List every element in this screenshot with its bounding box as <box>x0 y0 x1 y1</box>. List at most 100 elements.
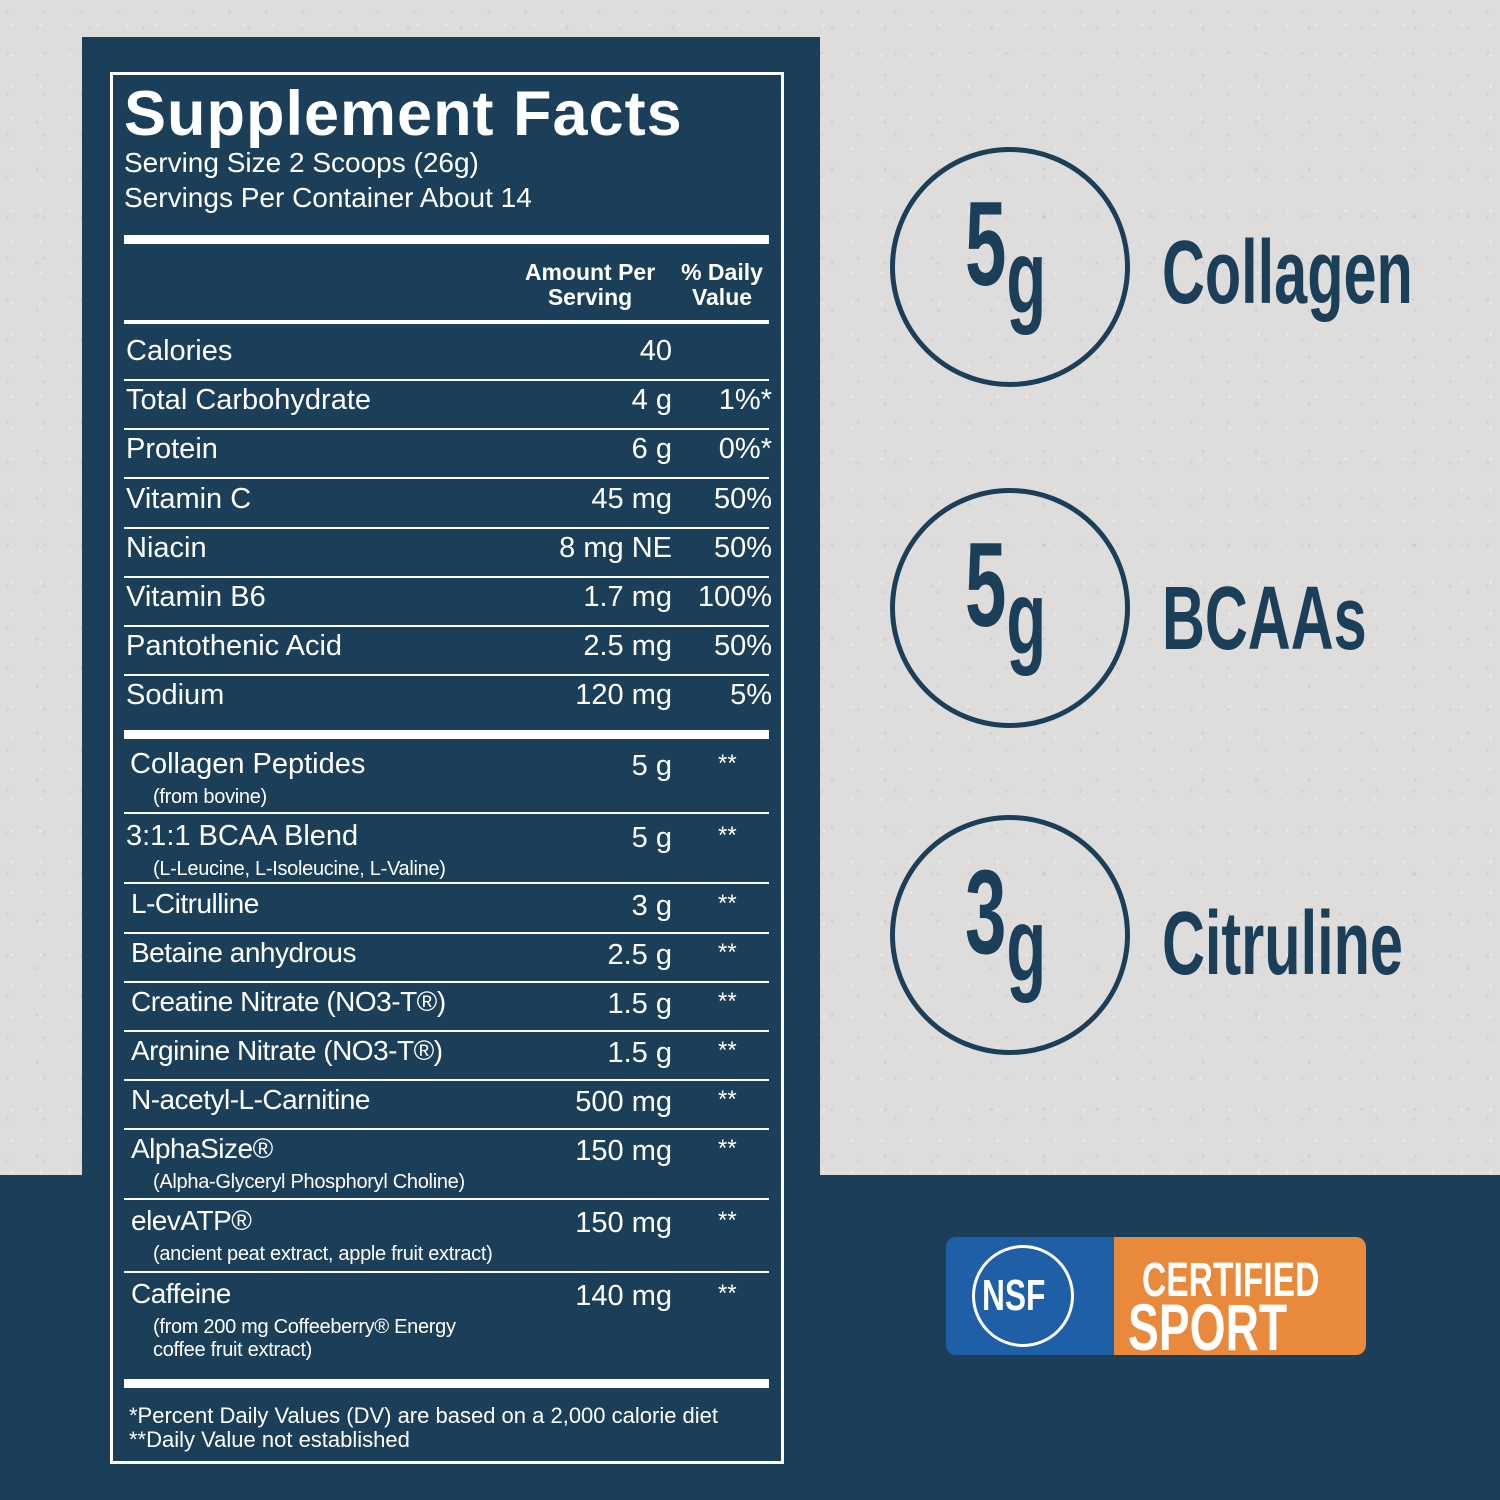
nutrient-daily-value: 5% <box>730 679 772 711</box>
row-divider <box>124 981 769 983</box>
nsf-logo-text: NSF <box>982 1271 1046 1320</box>
serving-size: Serving Size 2 Scoops (26g) <box>124 147 479 178</box>
ingredient-name: elevATP® <box>131 1205 252 1236</box>
facts-title: Supplement Facts <box>124 79 683 149</box>
bcaa-label: BCAAs <box>1162 569 1367 669</box>
row-divider <box>124 882 769 884</box>
thick-divider-2 <box>124 730 769 739</box>
ingredient-source: (L-Leucine, L-Isoleucine, L-Valine) <box>153 858 446 880</box>
nutrient-amount: 120 mg <box>575 679 672 711</box>
nsf-logo-panel: NSF <box>946 1237 1114 1355</box>
header-amount: Amount Per Serving <box>524 259 656 310</box>
ingredient-daily-value: ** <box>718 890 737 917</box>
row-divider <box>124 812 769 814</box>
ingredient-daily-value: ** <box>718 1037 737 1064</box>
ingredient-name: Collagen Peptides <box>130 748 366 780</box>
nutrient-name: Calories <box>126 335 233 367</box>
collagen-amount: 5g <box>965 177 1047 336</box>
ingredient-source: (from bovine) <box>153 786 267 808</box>
sport-text: SPORT <box>1128 1290 1288 1355</box>
nutrient-amount: 6 g <box>631 433 672 465</box>
ingredient-daily-value: ** <box>718 1086 737 1113</box>
supplement-facts-panel <box>82 37 820 1500</box>
header-divider <box>124 320 769 324</box>
nutrient-amount: 4 g <box>631 384 672 416</box>
footnote-not-established: **Daily Value not established <box>129 1427 410 1452</box>
ingredient-amount: 500 mg <box>575 1086 672 1118</box>
row-divider <box>124 379 769 381</box>
nutrient-daily-value: 1%* <box>718 384 772 416</box>
certified-sport-panel <box>1114 1237 1366 1355</box>
row-divider <box>124 527 769 529</box>
bcaa-amount: 5g <box>965 518 1047 677</box>
ingredient-amount: 1.5 g <box>607 988 673 1020</box>
row-divider <box>124 625 769 627</box>
ingredient-daily-value: ** <box>718 750 737 777</box>
ingredient-name: Creatine Nitrate (NO3-T®) <box>131 986 446 1017</box>
nutrient-name: Vitamin B6 <box>126 581 266 613</box>
ingredient-daily-value: ** <box>718 988 737 1015</box>
ingredient-amount: 3 g <box>631 890 672 922</box>
nutrient-amount: 2.5 mg <box>583 630 672 662</box>
nutrient-amount: 8 mg NE <box>559 532 672 564</box>
ingredient-name: N-acetyl-L-Carnitine <box>131 1084 370 1115</box>
footnote-dv: *Percent Daily Values (DV) are based on … <box>129 1403 719 1428</box>
nutrient-name: Pantothenic Acid <box>126 630 343 662</box>
row-divider <box>124 1271 769 1273</box>
nsf-certified-sport-badge: NSF CERTIFIED SPORT <box>946 1237 1366 1355</box>
citruline-label: Citruline <box>1162 894 1403 994</box>
ingredient-source: (ancient peat extract, apple fruit extra… <box>153 1243 493 1265</box>
ingredient-amount: 150 mg <box>575 1135 672 1167</box>
thick-divider <box>124 235 769 244</box>
row-divider <box>124 576 769 578</box>
row-divider <box>124 674 769 676</box>
row-divider <box>124 1030 769 1032</box>
ingredient-name: Betaine anhydrous <box>131 937 357 968</box>
ingredient-name: L-Citrulline <box>131 888 259 919</box>
ingredient-daily-value: ** <box>718 1280 737 1307</box>
thick-divider-3 <box>124 1379 769 1388</box>
row-divider <box>124 1198 769 1200</box>
collagen-label: Collagen <box>1162 223 1413 323</box>
ingredient-source: (Alpha-Glyceryl Phosphoryl Choline) <box>153 1171 465 1193</box>
ingredient-amount: 2.5 g <box>607 939 673 971</box>
nutrient-daily-value: 50% <box>713 630 772 662</box>
ingredient-daily-value: ** <box>718 1135 737 1162</box>
supplement-facts-frame <box>110 72 784 1464</box>
collagen-circle <box>890 147 1130 387</box>
ingredient-amount: 150 mg <box>575 1207 672 1239</box>
nutrient-name: Niacin <box>126 532 207 564</box>
certified-text: CERTIFIED <box>1142 1254 1320 1307</box>
nutrient-amount: 40 <box>639 335 672 367</box>
ingredient-daily-value: ** <box>718 1207 737 1234</box>
nutrient-daily-value: 50% <box>713 532 772 564</box>
ingredient-amount: 5 g <box>631 750 672 782</box>
nutrient-name: Total Carbohydrate <box>126 384 372 416</box>
ingredient-daily-value: ** <box>718 822 737 849</box>
nsf-ring-icon <box>972 1245 1074 1347</box>
bcaa-circle <box>890 488 1130 728</box>
citruline-circle <box>890 815 1130 1055</box>
citruline-amount: 3g <box>965 845 1047 1004</box>
nutrient-name: Vitamin C <box>126 483 252 515</box>
nutrient-daily-value: 50% <box>713 483 772 515</box>
nutrient-amount: 45 mg <box>591 483 672 515</box>
nutrient-amount: 1.7 mg <box>583 581 672 613</box>
header-daily-value: % Daily Value <box>681 259 763 310</box>
ingredient-source: (from 200 mg Coffeeberry® Energy <box>153 1316 456 1338</box>
row-divider <box>124 1128 769 1130</box>
ingredient-name: 3:1:1 BCAA Blend <box>126 820 359 852</box>
ingredient-amount: 5 g <box>631 822 672 854</box>
ingredient-source-line2: coffee fruit extract) <box>153 1339 312 1361</box>
ingredient-amount: 1.5 g <box>607 1037 673 1069</box>
row-divider <box>124 932 769 934</box>
ingredient-daily-value: ** <box>718 939 737 966</box>
row-divider <box>124 1079 769 1081</box>
row-divider <box>124 428 769 430</box>
ingredient-name: AlphaSize® <box>131 1133 273 1164</box>
nutrient-daily-value: 0%* <box>718 433 772 465</box>
ingredient-amount: 140 mg <box>575 1280 672 1312</box>
ingredient-name: Arginine Nitrate (NO3-T®) <box>131 1035 443 1066</box>
nutrient-daily-value: 100% <box>697 581 772 613</box>
nutrient-name: Protein <box>126 433 218 465</box>
